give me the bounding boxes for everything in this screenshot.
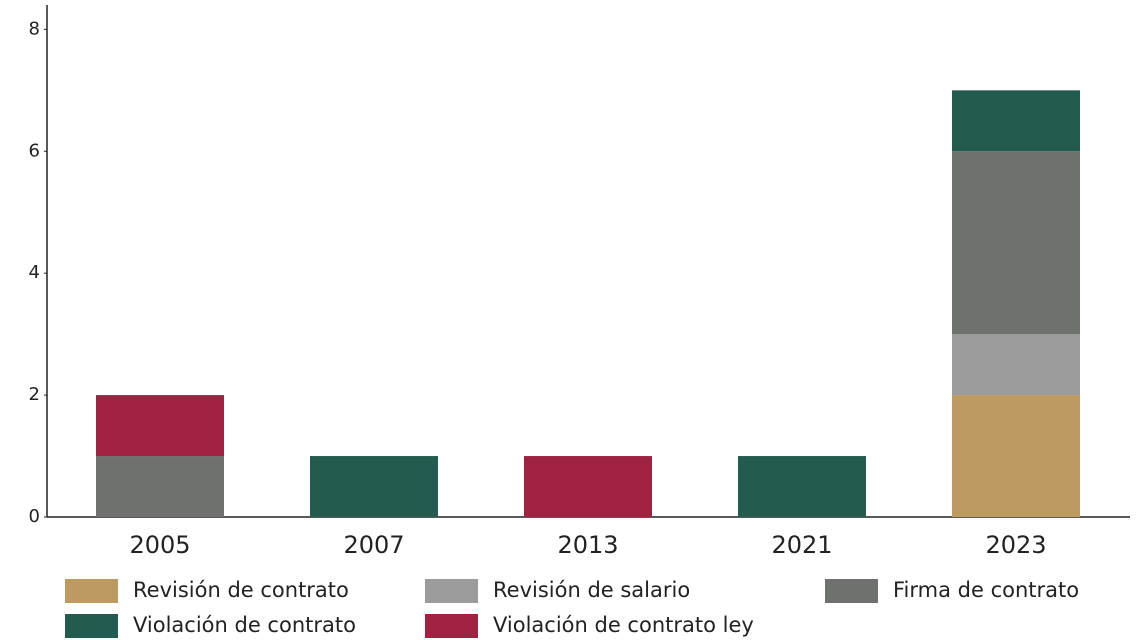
- x-tick-label: 2005: [129, 531, 190, 559]
- x-tick-label: 2021: [771, 531, 832, 559]
- legend-label: Revisión de contrato: [133, 578, 349, 602]
- legend-swatch: [65, 579, 118, 603]
- bar-segment: [738, 456, 866, 517]
- bar-segment: [952, 334, 1080, 396]
- legend-swatch: [425, 579, 478, 603]
- legend-swatch: [65, 614, 118, 638]
- bar-segment: [952, 151, 1080, 335]
- bar-segment: [952, 395, 1080, 517]
- bar-segment: [952, 90, 1080, 152]
- y-tick-label: 8: [29, 18, 40, 39]
- legend-swatch: [425, 614, 478, 638]
- legend-label: Violación de contrato ley: [493, 613, 754, 637]
- bar-segment: [96, 456, 224, 517]
- bar-segment: [310, 456, 438, 517]
- legend-label: Revisión de salario: [493, 578, 690, 602]
- legend-swatch: [825, 579, 878, 603]
- y-tick-label: 2: [29, 384, 40, 405]
- y-tick-label: 4: [29, 262, 40, 283]
- y-tick-label: 0: [29, 506, 40, 527]
- bar-segment: [96, 395, 224, 457]
- bar-segment: [524, 456, 652, 517]
- y-tick-label: 6: [29, 140, 40, 161]
- x-tick-label: 2023: [985, 531, 1046, 559]
- legend-label: Firma de contrato: [893, 578, 1079, 602]
- legend-label: Violación de contrato: [133, 613, 356, 637]
- x-tick-label: 2013: [557, 531, 618, 559]
- x-tick-label: 2007: [343, 531, 404, 559]
